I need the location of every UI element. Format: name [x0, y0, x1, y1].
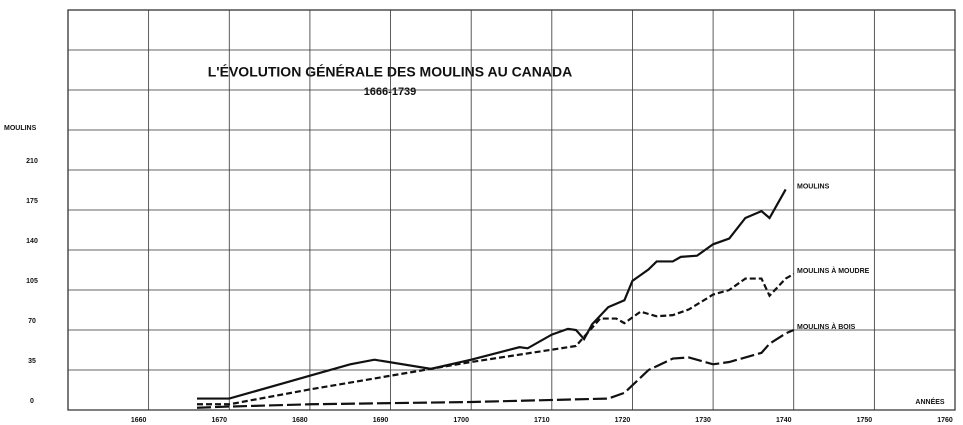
x-tick-label: 1700: [453, 417, 469, 424]
y-tick-label: 210: [26, 158, 38, 165]
x-tick-label: 1760: [937, 417, 953, 424]
x-tick-label: 1680: [292, 417, 308, 424]
y-tick-label: 175: [26, 198, 38, 205]
y-tick-label: 105: [26, 278, 38, 285]
x-tick-label: 1720: [615, 417, 631, 424]
y-tick-label: 140: [26, 238, 38, 245]
series-label: MOULINS À BOIS: [797, 322, 856, 331]
x-tick-label: 1740: [776, 417, 792, 424]
y-tick-label: 70: [28, 318, 36, 325]
x-tick-label: 1710: [534, 417, 550, 424]
y-tick-label: 35: [28, 358, 36, 365]
y-axis-label: MOULINS: [4, 125, 37, 132]
x-tick-label: 1730: [695, 417, 711, 424]
x-tick-label: 1660: [131, 417, 147, 424]
series-line: [197, 188, 787, 400]
series-label: MOULINS: [797, 183, 830, 190]
x-tick-label: 1750: [857, 417, 873, 424]
x-tick-label: 1690: [373, 417, 389, 424]
series-label: MOULINS À MOUDRE: [797, 266, 870, 275]
chart-subtitle: 1666-1739: [364, 86, 417, 98]
series-line: [196, 328, 795, 409]
x-axis-label: ANNÉES: [915, 397, 945, 406]
y-tick-label: 0: [30, 398, 34, 405]
x-tick-label: 1670: [211, 417, 227, 424]
series-line: [197, 273, 795, 406]
chart-title: L'ÉVOLUTION GÉNÉRALE DES MOULINS AU CANA…: [208, 64, 573, 80]
